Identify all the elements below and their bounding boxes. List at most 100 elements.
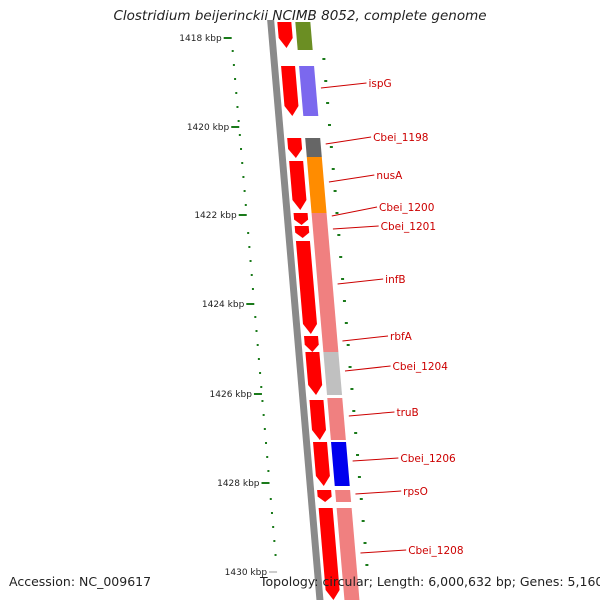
callout-line: [331, 206, 378, 217]
kbp-label: 1422 kbp: [194, 211, 237, 221]
minor-tick: [261, 400, 264, 402]
gene-block-nusA[interactable]: [306, 157, 327, 213]
gene-label-rpsO[interactable]: rpsO: [403, 486, 428, 498]
kbp-label: 1420 kbp: [187, 123, 230, 133]
gene-label-Cbei_1204[interactable]: Cbei_1204: [393, 361, 449, 373]
cds-arrow[interactable]: [305, 352, 323, 395]
feature-tick: [327, 124, 331, 126]
minor-tick: [259, 372, 262, 374]
cds-arrow[interactable]: [295, 241, 317, 334]
kbp-tick: [223, 37, 232, 39]
gene-label-Cbei_1201[interactable]: Cbei_1201: [381, 221, 436, 233]
feature-tick: [337, 234, 341, 236]
minor-tick: [234, 78, 237, 80]
cds-arrow[interactable]: [281, 66, 299, 116]
gene-block-Cbei_1204[interactable]: [323, 352, 343, 395]
gene-block-Cbei_1198[interactable]: [305, 138, 322, 157]
genome-backbone: [267, 20, 324, 600]
callout-line: [342, 335, 389, 342]
cds-arrow[interactable]: [289, 161, 307, 210]
feature-tick: [363, 542, 367, 544]
gene-block-rbfA[interactable]: [321, 334, 339, 352]
minor-tick: [267, 470, 270, 472]
cds-arrow[interactable]: [277, 22, 293, 48]
kbp-label: 1418 kbp: [179, 34, 222, 44]
kbp-label: 1430 kbp: [225, 568, 268, 578]
minor-tick: [237, 120, 240, 122]
callout-line: [352, 457, 399, 462]
feature-tick: [331, 168, 335, 170]
cds-arrow[interactable]: [304, 336, 319, 352]
gene-label-Cbei_1206[interactable]: Cbei_1206: [400, 453, 456, 465]
minor-tick: [270, 512, 273, 514]
cds-arrow[interactable]: [294, 226, 310, 238]
feature-tick: [324, 80, 328, 82]
gene-block-Cbei_1200[interactable]: [311, 213, 328, 224]
kbp-tick: [238, 214, 247, 216]
gene-label-nusA[interactable]: nusA: [376, 170, 403, 182]
gene-block[interactable]: [295, 22, 313, 50]
minor-tick: [263, 428, 266, 430]
gene-block-Cbei_1201[interactable]: [312, 224, 329, 238]
feature-tick: [335, 212, 339, 214]
feature-tick: [350, 388, 354, 390]
callout-line: [320, 82, 367, 89]
gene-label-truB[interactable]: truB: [396, 407, 418, 419]
minor-tick: [274, 554, 277, 556]
gene-block-truB[interactable]: [327, 398, 346, 440]
minor-tick: [250, 274, 253, 276]
gene-label-Cbei_1198[interactable]: Cbei_1198: [373, 132, 428, 144]
cds-arrow[interactable]: [317, 490, 332, 502]
minor-tick: [266, 456, 269, 458]
minor-tick: [249, 260, 252, 262]
cds-arrow[interactable]: [309, 400, 326, 440]
feature-tick: [344, 322, 348, 324]
callout-line: [344, 365, 391, 372]
feature-tick: [365, 564, 369, 566]
minor-tick: [235, 92, 238, 94]
gene-label-Cbei_1200[interactable]: Cbei_1200: [379, 202, 434, 214]
gene-block-ispG[interactable]: [299, 66, 319, 116]
gene-block-Cbei_1208[interactable]: [336, 508, 360, 600]
gene-label-infB[interactable]: infB: [385, 274, 405, 286]
cds-arrow[interactable]: [293, 213, 309, 225]
kbp-label: 1426 kbp: [210, 390, 253, 400]
genome-summary: Topology: circular; Length: 6,000,632 bp…: [260, 574, 600, 589]
feature-tick: [326, 102, 330, 104]
minor-tick: [240, 148, 243, 150]
kbp-tick: [269, 571, 278, 573]
minor-tick: [260, 386, 263, 388]
minor-tick: [238, 134, 241, 136]
cds-arrow[interactable]: [318, 508, 340, 600]
gene-label-ispG[interactable]: ispG: [369, 78, 392, 90]
gene-label-rbfA[interactable]: rbfA: [390, 331, 413, 343]
minor-tick: [244, 204, 247, 206]
minor-tick: [251, 288, 254, 290]
minor-tick: [257, 358, 260, 360]
minor-tick: [254, 316, 257, 318]
cds-arrow[interactable]: [313, 442, 330, 486]
callout-line: [355, 490, 402, 495]
feature-tick: [361, 520, 365, 522]
gene-label-Cbei_1208[interactable]: Cbei_1208: [408, 545, 463, 557]
gene-block-Cbei_1206[interactable]: [331, 442, 350, 486]
feature-tick: [348, 366, 352, 368]
feature-tick: [339, 256, 343, 258]
map-title: Clostridium beijerinckii NCIMB 8052, com…: [113, 8, 487, 24]
minor-tick: [269, 498, 272, 500]
kbp-tick: [231, 126, 240, 128]
minor-tick: [255, 330, 258, 332]
feature-tick: [357, 476, 361, 478]
minor-tick: [273, 540, 276, 542]
gene-block-infB[interactable]: [313, 238, 337, 334]
cds-arrow[interactable]: [287, 138, 303, 158]
callout-line: [337, 278, 384, 285]
callout-line: [348, 411, 395, 417]
feature-tick: [352, 410, 356, 412]
minor-tick: [243, 190, 246, 192]
gene-block-rpsO[interactable]: [335, 490, 352, 502]
feature-tick: [333, 190, 337, 192]
callout-line: [328, 174, 375, 183]
minor-tick: [256, 344, 259, 346]
